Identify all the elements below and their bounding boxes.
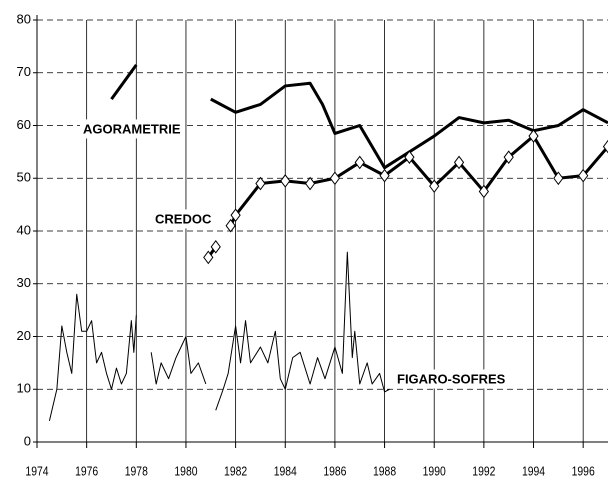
label-background [394,369,509,389]
marker [203,250,214,265]
series-label: FIGARO-SOFRES [397,371,506,386]
marker [404,150,415,164]
marker [280,174,291,188]
x-tick-label: 1974 [25,464,49,478]
x-tick-label: 1996 [572,464,596,478]
marker [379,168,390,183]
marker [255,176,266,191]
marker [429,179,440,193]
marker [329,171,341,186]
marker [602,139,608,154]
x-tick-label: 1988 [373,464,397,478]
x-tick-label: 1990 [423,464,447,478]
x-tick-label: 1982 [224,464,247,478]
marker [304,176,316,191]
y-tick-label: 70 [17,64,31,79]
marker [478,184,489,199]
marker [503,150,514,164]
y-tick-label: 30 [17,275,31,290]
y-tick-label: 80 [17,11,31,26]
series-label: CREDOC [155,211,212,226]
marker [553,171,564,186]
x-tick-label: 1978 [125,464,149,478]
series-label: AGORAMETRIE [83,121,181,136]
marker [453,155,465,170]
y-tick-label: 60 [17,117,31,132]
x-tick-label: 1976 [75,464,99,478]
marker [354,155,365,170]
y-tick-label: 10 [17,381,31,396]
y-tick-label: 0 [24,433,31,448]
label-background [152,209,215,229]
label-background [80,119,184,139]
marker [225,218,236,233]
series-line [48,251,390,422]
x-tick-label: 1980 [174,464,198,478]
x-tick-label: 1992 [472,464,495,478]
marker [230,208,241,223]
series-line [110,63,608,170]
y-tick-label: 40 [17,222,31,237]
x-tick-label: 1984 [274,464,298,478]
x-tick-label: 1994 [522,464,546,478]
x-tick-label: 1986 [323,464,347,478]
y-tick-label: 20 [17,328,31,343]
y-tick-label: 50 [17,170,31,185]
marker [210,239,221,254]
marker [528,129,539,143]
marker [578,168,589,183]
